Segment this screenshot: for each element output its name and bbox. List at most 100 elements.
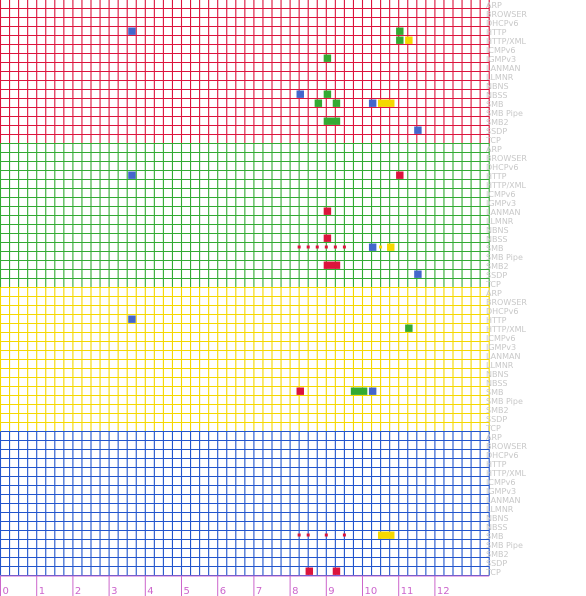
row-label: NBNS: [486, 514, 509, 523]
x-tick-label: 12: [437, 586, 450, 596]
dot-marker: [379, 245, 383, 249]
cell-http: [128, 171, 136, 179]
row-label: NBSS: [486, 379, 508, 388]
row-label: SMB2: [486, 406, 509, 415]
dot-marker: [342, 245, 346, 249]
row-label: NBNS: [486, 82, 509, 91]
x-tick-label: 9: [328, 586, 334, 596]
cell-smb: [368, 243, 377, 251]
row-label: BROWSER: [486, 154, 527, 163]
dot-marker: [297, 245, 301, 249]
row-label: NBSS: [486, 235, 508, 244]
cell-http-xml: [405, 324, 413, 332]
cell-http: [396, 171, 404, 179]
row-label: ICMPv6: [486, 46, 516, 55]
cell-nbss: [323, 234, 332, 242]
row-label: LANMAN: [486, 64, 520, 73]
cell-smb: [377, 531, 395, 539]
row-label: ARP: [486, 433, 502, 442]
row-label: HTTP/XML: [486, 181, 527, 190]
row-label: SSDP: [486, 559, 507, 568]
grid-group-3: [0, 286, 490, 433]
cell-smb: [296, 387, 304, 395]
row-label: SMB Pipe: [486, 253, 523, 262]
row-label: TCP: [485, 424, 501, 433]
dot-marker: [342, 533, 346, 537]
x-tick-label: 2: [75, 586, 81, 596]
x-tick-label: 11: [401, 586, 414, 596]
x-tick-label: 6: [220, 586, 226, 596]
row-label: IGMPv3: [486, 55, 516, 64]
cell-tcp: [305, 567, 314, 575]
row-label: SMB: [486, 532, 503, 541]
row-label: IGMPv3: [486, 487, 516, 496]
grid-group-4: [0, 430, 490, 577]
x-tick-label: 3: [111, 586, 117, 596]
row-label: TCP: [485, 280, 501, 289]
cell-igmpv3: [323, 54, 332, 62]
row-label: SMB: [486, 244, 503, 253]
row-label: LANMAN: [486, 496, 520, 505]
x-tick-label: 4: [147, 586, 153, 596]
row-label: TCP: [485, 568, 501, 577]
row-label: IGMPv3: [486, 343, 516, 352]
cell-smb: [350, 387, 368, 395]
dot-marker: [333, 245, 337, 249]
row-label: ARP: [486, 289, 502, 298]
row-label: SMB2: [486, 550, 509, 559]
cell-nbss: [323, 90, 332, 98]
cell-http: [128, 315, 136, 323]
x-tick-label: 7: [256, 586, 262, 596]
cell-smb: [332, 99, 341, 107]
cell-http: [128, 27, 136, 35]
dot-marker: [306, 245, 310, 249]
row-label: ICMPv6: [486, 190, 516, 199]
row-label: HTTP/XML: [486, 37, 527, 46]
row-label: HTTP/XML: [486, 325, 527, 334]
row-label: ARP: [486, 145, 502, 154]
cell-tcp: [332, 567, 341, 575]
cell-http-xml: [396, 36, 404, 44]
cell-lanman: [323, 207, 332, 215]
dot-marker: [315, 245, 319, 249]
cell-ssdp: [414, 270, 422, 278]
cell-smb: [377, 99, 395, 107]
x-tick-label: 8: [292, 586, 298, 596]
row-label: DHCPv6: [486, 19, 518, 28]
cell-http-xml: [405, 36, 413, 44]
dot-marker: [297, 533, 301, 537]
cell-http: [396, 27, 404, 35]
dot-marker: [324, 533, 328, 537]
row-label: SSDP: [486, 127, 507, 136]
row-label: BROWSER: [486, 10, 527, 19]
row-label: LANMAN: [486, 352, 520, 361]
cell-nbss: [296, 90, 304, 98]
dot-marker: [324, 245, 328, 249]
row-label: LLMNR: [486, 73, 514, 82]
row-label: LLMNR: [486, 217, 514, 226]
row-label: BROWSER: [486, 298, 527, 307]
row-label: HTTP: [486, 172, 507, 181]
x-tick-label: 10: [365, 586, 378, 596]
row-label: SSDP: [486, 415, 507, 424]
row-label: NBNS: [486, 370, 509, 379]
row-label: NBSS: [486, 523, 508, 532]
x-tick-label: 5: [184, 586, 190, 596]
row-label: SMB: [486, 388, 503, 397]
row-label: SMB2: [486, 262, 509, 271]
grid-group-2: [0, 142, 490, 289]
row-label: IGMPv3: [486, 199, 516, 208]
row-label: BROWSER: [486, 442, 527, 451]
row-label: ARP: [486, 1, 502, 10]
row-label: ICMPv6: [486, 478, 516, 487]
row-label: ICMPv6: [486, 334, 516, 343]
row-label: HTTP: [486, 316, 507, 325]
cell-smb: [387, 243, 395, 251]
cell-smb: [368, 387, 377, 395]
row-label: NBNS: [486, 226, 509, 235]
row-label: SMB Pipe: [486, 541, 523, 550]
row-label: HTTP: [486, 460, 507, 469]
row-label: TCP: [485, 136, 501, 145]
row-label: SMB: [486, 100, 503, 109]
